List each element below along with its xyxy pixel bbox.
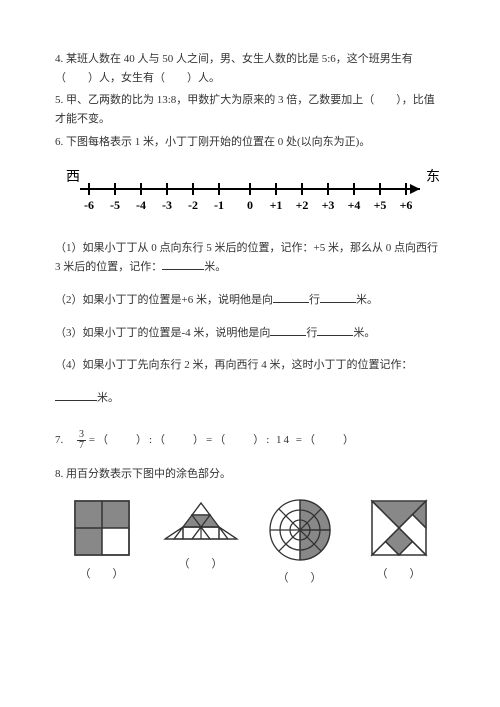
- svg-text:+3: +3: [322, 198, 335, 212]
- shape-triangles: （ ）: [154, 497, 247, 588]
- t: （2）如果小丁丁的位置是+6 米，说明他是向: [55, 294, 273, 306]
- q7-pre: 7.: [55, 434, 74, 446]
- blank: [270, 325, 306, 336]
- svg-text:-5: -5: [110, 198, 120, 212]
- svg-text:+1: +1: [270, 198, 283, 212]
- question-8: 8. 用百分数表示下图中的涂色部分。: [55, 465, 445, 484]
- svg-text:-6: -6: [84, 198, 94, 212]
- fraction: 3 7: [77, 430, 86, 451]
- blank: [317, 325, 353, 336]
- blank: [273, 292, 309, 303]
- denominator: 7: [77, 441, 86, 451]
- blank: [320, 292, 356, 303]
- q5-text: 5. 甲、乙两数的比为 13:8，甲数扩大为原来的 3 倍，乙数要加上（ ），比…: [55, 94, 435, 125]
- q4-text: 4. 某班人数在 40 人与 50 人之间，男、女生人数的比是 5:6，这个班男…: [55, 53, 413, 84]
- q7-mid: =（ ）:（ ）=（ ）: 14 =（ ）: [89, 434, 356, 446]
- t: 行: [309, 294, 320, 306]
- shape-label: （ ）: [253, 569, 346, 588]
- q6-sub1: （1）如果小丁丁从 0 点向东行 5 米后的位置，记作：+5 米，那么从 0 点…: [55, 239, 445, 276]
- svg-text:-1: -1: [214, 198, 224, 212]
- svg-text:-3: -3: [162, 198, 172, 212]
- shape-label: （ ）: [352, 565, 445, 584]
- triangles-icon: [159, 497, 243, 549]
- west-label: 西: [66, 170, 80, 185]
- grid-icon: [71, 497, 133, 559]
- svg-text:+5: +5: [374, 198, 387, 212]
- svg-text:0: 0: [247, 198, 253, 212]
- t: 行: [306, 327, 317, 339]
- svg-text:+6: +6: [400, 198, 413, 212]
- number-line: 西 东 -6 -5 -4 -3 -2 -1 0 +1 +2 +3 +4 +5 +…: [55, 163, 445, 221]
- question-4: 4. 某班人数在 40 人与 50 人之间，男、女生人数的比是 5:6，这个班男…: [55, 50, 445, 87]
- t: 米。: [353, 327, 375, 339]
- t: （4）如果小丁丁先向东行 2 米，再向西行 4 米，这时小丁丁的位置记作：: [55, 359, 413, 371]
- q6-sub4: （4）如果小丁丁先向东行 2 米，再向西行 4 米，这时小丁丁的位置记作： 米。: [55, 356, 445, 407]
- east-label: 东: [426, 169, 440, 185]
- q6-sub1-b: 米。: [204, 261, 226, 273]
- svg-text:-4: -4: [136, 198, 146, 212]
- question-7: 7. 3 7 =（ ）:（ ）=（ ）: 14 =（ ）: [55, 430, 445, 451]
- shape-circle: （ ）: [253, 497, 346, 588]
- blank: [55, 390, 97, 401]
- q6-sub1-a: （1）如果小丁丁从 0 点向东行 5 米后的位置，记作：+5 米，那么从 0 点…: [55, 242, 438, 273]
- numerator: 3: [77, 430, 86, 441]
- q6-sub3: （3）如果小丁丁的位置是-4 米，说明他是向 行 米。: [55, 324, 445, 343]
- question-5: 5. 甲、乙两数的比为 13:8，甲数扩大为原来的 3 倍，乙数要加上（ ），比…: [55, 91, 445, 128]
- blank: [162, 259, 204, 270]
- t: 米。: [97, 392, 119, 404]
- q8-text: 8. 用百分数表示下图中的涂色部分。: [55, 468, 231, 480]
- svg-text:+4: +4: [348, 198, 361, 212]
- t: 米。: [356, 294, 378, 306]
- q6-sub2: （2）如果小丁丁的位置是+6 米，说明他是向 行 米。: [55, 291, 445, 310]
- tangram-icon: [368, 497, 430, 559]
- shape-tangram: （ ）: [352, 497, 445, 588]
- shape-grid: （ ）: [55, 497, 148, 588]
- q6-text: 6. 下图每格表示 1 米，小丁丁刚开始的位置在 0 处(以向东为正)。: [55, 136, 370, 148]
- question-6: 6. 下图每格表示 1 米，小丁丁刚开始的位置在 0 处(以向东为正)。: [55, 133, 445, 152]
- shape-label: （ ）: [154, 555, 247, 574]
- t: （3）如果小丁丁的位置是-4 米，说明他是向: [55, 327, 270, 339]
- svg-text:-2: -2: [188, 198, 198, 212]
- shape-label: （ ）: [55, 565, 148, 584]
- svg-text:+2: +2: [296, 198, 309, 212]
- circle-icon: [267, 497, 333, 563]
- shapes-row: （ ）: [55, 497, 445, 588]
